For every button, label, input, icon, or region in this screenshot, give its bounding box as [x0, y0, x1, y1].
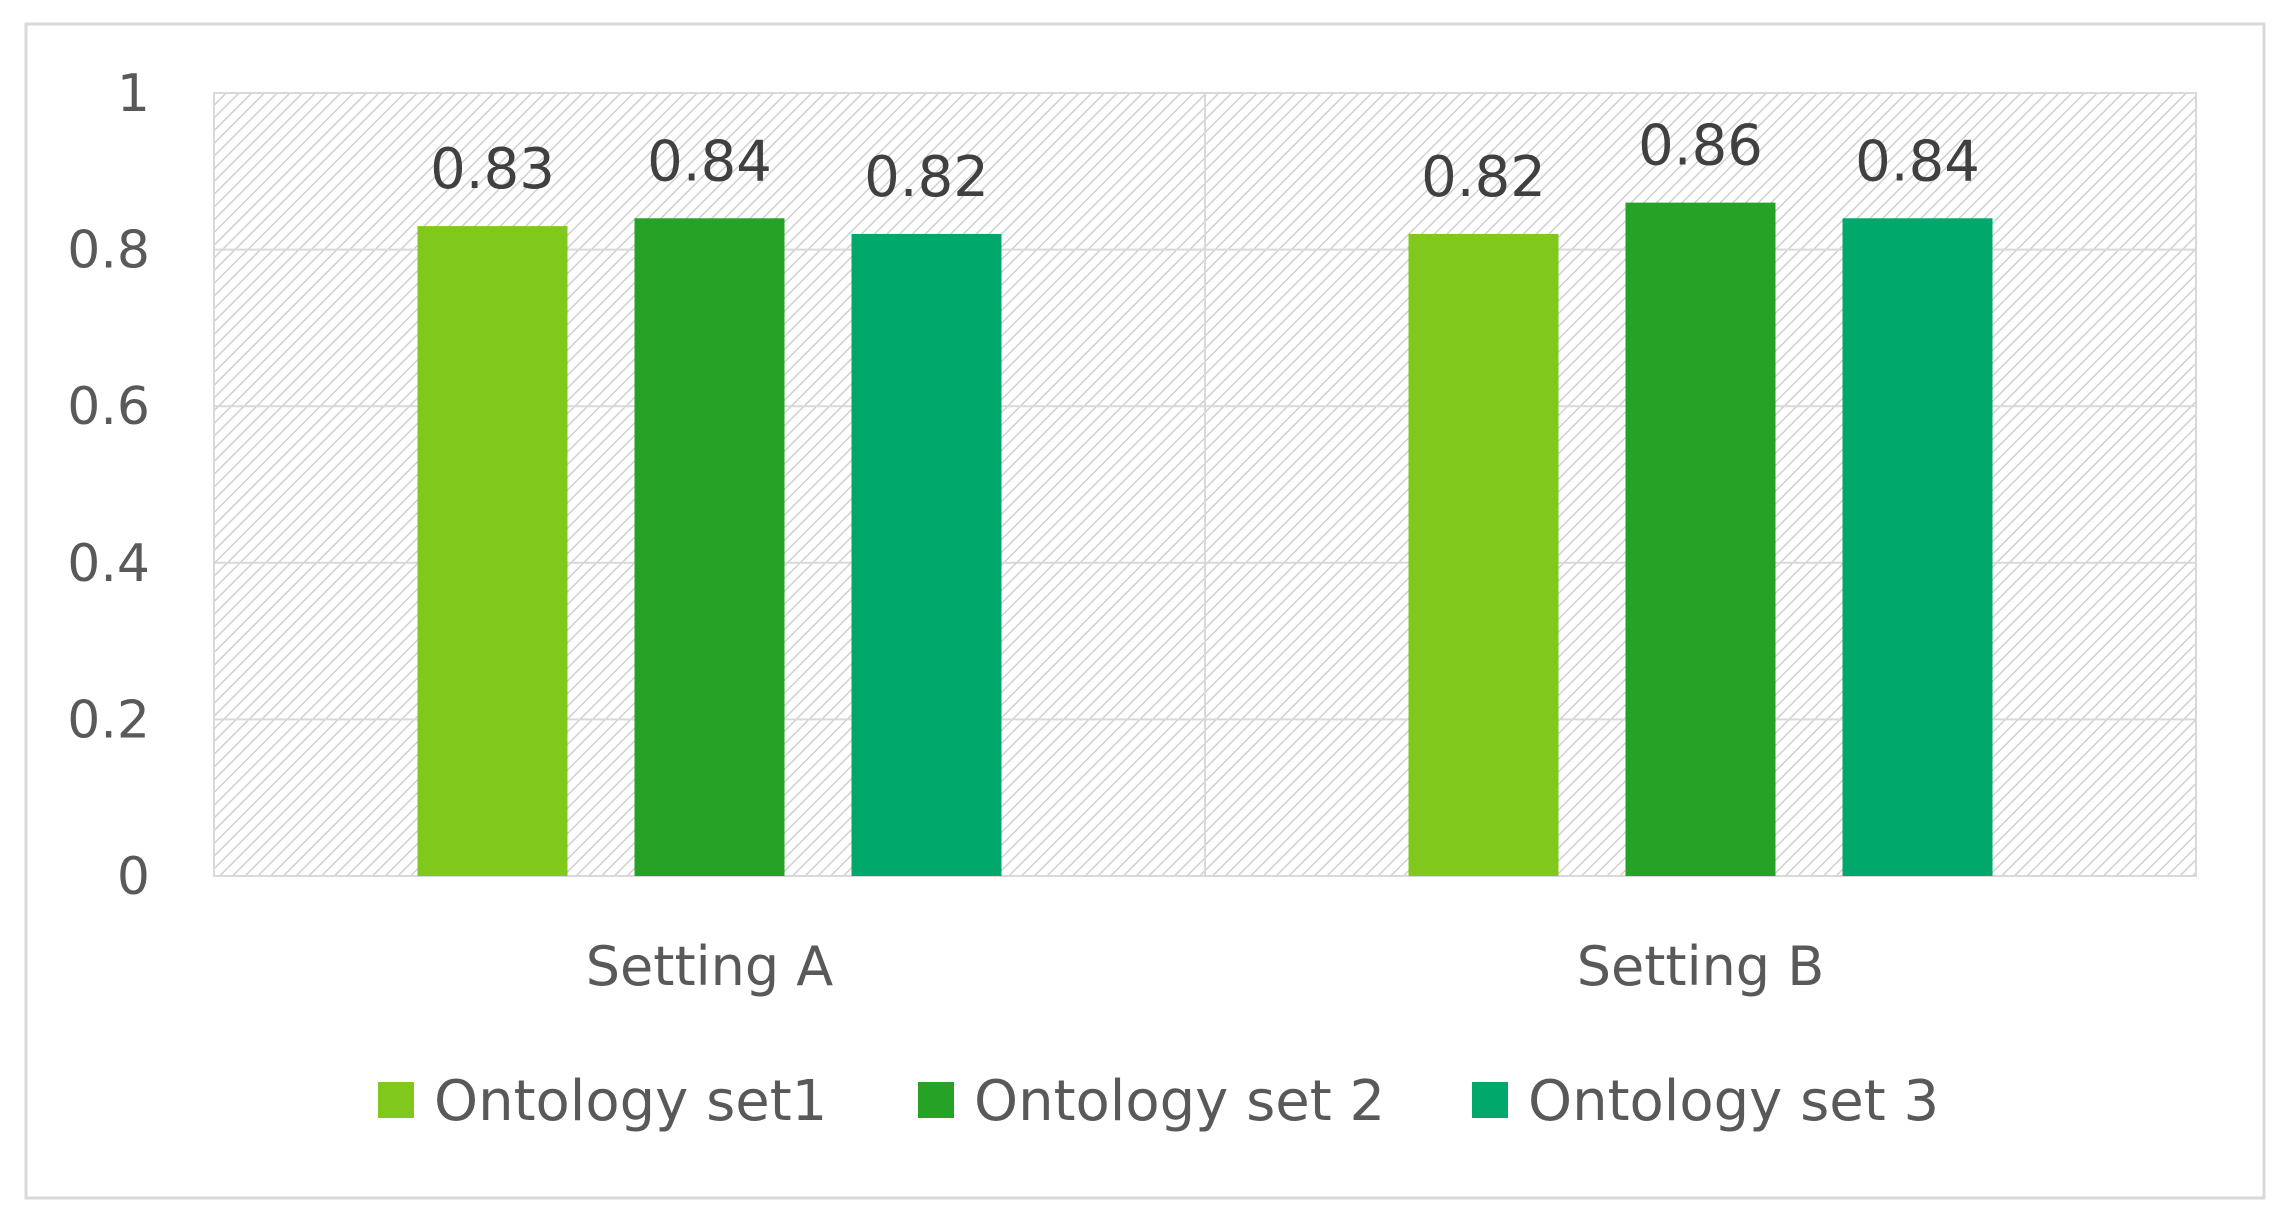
data-label: 0.83: [430, 137, 555, 202]
legend-swatch: [1472, 1082, 1508, 1118]
x-category-label: Setting B: [1577, 935, 1825, 998]
data-label: 0.82: [1421, 145, 1546, 210]
data-label: 0.86: [1638, 114, 1763, 179]
legend-label: Ontology set 2: [974, 1069, 1385, 1134]
legend-label: Ontology set 3: [1528, 1069, 1939, 1134]
bar: [417, 226, 568, 877]
x-axis: Setting A Setting B: [586, 935, 1825, 998]
y-axis: 0 0.2 0.4 0.6 0.8 1: [67, 64, 150, 907]
legend-swatch: [378, 1082, 414, 1118]
y-tick-label: 1: [117, 64, 150, 124]
data-labels: 0.83 0.84 0.82 0.82 0.86 0.84: [430, 114, 1980, 210]
y-tick-label: 0.2: [67, 690, 150, 750]
data-label: 0.84: [1855, 129, 1980, 194]
y-tick-label: 0: [117, 847, 150, 907]
data-label: 0.84: [647, 129, 772, 194]
legend-swatch: [918, 1082, 954, 1118]
legend: Ontology set1 Ontology set 2 Ontology set …: [378, 1069, 1939, 1134]
x-category-label: Setting A: [586, 935, 834, 998]
y-tick-label: 0.6: [67, 377, 150, 437]
bar: [851, 233, 1002, 876]
bar: [1408, 233, 1559, 876]
bar: [1842, 218, 1993, 876]
bar: [634, 218, 785, 876]
y-tick-label: 0.4: [67, 534, 150, 594]
bar: [1625, 202, 1776, 876]
legend-label: Ontology set1: [434, 1069, 827, 1134]
bars: [417, 202, 1993, 877]
y-tick-label: 0.8: [67, 221, 150, 281]
data-label: 0.82: [864, 145, 989, 210]
